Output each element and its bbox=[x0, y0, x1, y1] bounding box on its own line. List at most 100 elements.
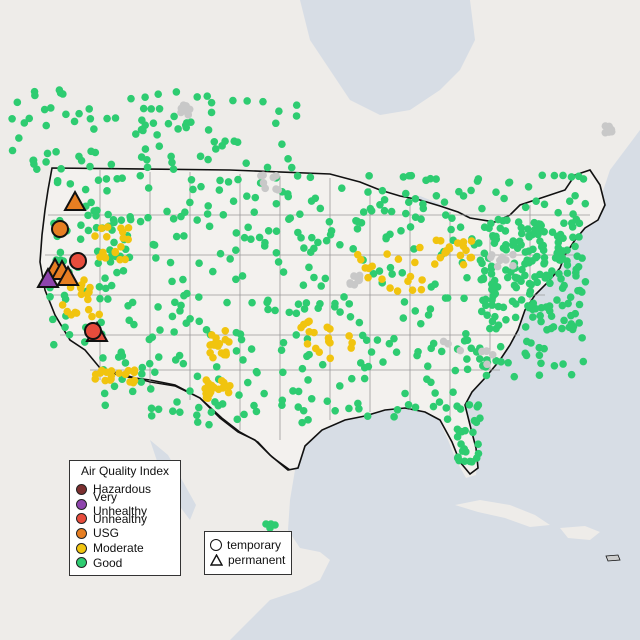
monitor-dot bbox=[399, 314, 408, 322]
legend-swatch-hazardous bbox=[76, 483, 87, 495]
monitor-dot bbox=[460, 337, 469, 345]
monitor-dot bbox=[510, 238, 518, 246]
monitor-dot bbox=[264, 305, 272, 314]
monitor-dot bbox=[106, 376, 114, 384]
monitor-dot bbox=[207, 408, 216, 417]
monitor-dot bbox=[404, 400, 413, 409]
monitor-dot bbox=[277, 346, 286, 355]
monitor-dot bbox=[99, 354, 107, 362]
monitor-dot bbox=[222, 348, 230, 356]
monitor-dot bbox=[336, 240, 344, 249]
monitor-dot bbox=[408, 286, 417, 294]
monitor-dot bbox=[337, 184, 346, 192]
monitor-dot bbox=[474, 449, 483, 458]
monitor-dot bbox=[567, 320, 576, 328]
monitor-dot bbox=[325, 217, 334, 226]
monitor-dot bbox=[204, 155, 212, 164]
monitor-dot bbox=[247, 345, 256, 353]
monitor-dot bbox=[232, 229, 241, 237]
monitor-dot bbox=[293, 172, 302, 180]
monitor-dot bbox=[104, 210, 112, 219]
monitor-dot bbox=[211, 145, 220, 153]
monitor-dot bbox=[172, 88, 181, 96]
monitor-dot bbox=[517, 223, 526, 232]
legend-label: permanent bbox=[228, 553, 286, 568]
monitor-dot bbox=[119, 267, 128, 275]
monitor-dot bbox=[429, 402, 438, 411]
monitor-dot bbox=[511, 300, 520, 308]
monitor-dot bbox=[497, 357, 505, 366]
monitor-dot bbox=[97, 318, 105, 327]
monitor-dot bbox=[549, 323, 558, 331]
monitor-dot bbox=[432, 192, 441, 200]
monitor-dot bbox=[307, 394, 316, 403]
monitor-dot bbox=[364, 362, 373, 371]
monitor-dot bbox=[110, 382, 119, 391]
monitor-dot bbox=[207, 98, 216, 107]
monitor-dot bbox=[75, 152, 83, 161]
monitor-dot bbox=[163, 207, 171, 216]
monitor-dot bbox=[406, 223, 415, 231]
monitor-dot bbox=[502, 315, 510, 324]
monitor-dot bbox=[538, 171, 547, 180]
monitor-dot bbox=[492, 324, 500, 333]
legend-swatch-very-unhealthy bbox=[76, 498, 87, 510]
monitor-dot bbox=[524, 302, 532, 310]
monitor-dot bbox=[307, 197, 316, 205]
monitor-dot bbox=[144, 213, 152, 222]
monitor-dot bbox=[117, 348, 126, 357]
monitor-dot bbox=[355, 276, 364, 284]
monitor-dot bbox=[166, 258, 175, 267]
monitor-dot bbox=[103, 223, 112, 231]
monitor-dot bbox=[487, 264, 496, 273]
monitor-dot bbox=[278, 401, 286, 409]
monitor-dot bbox=[566, 293, 575, 301]
monitor-dot bbox=[231, 246, 240, 254]
monitor-dot bbox=[296, 210, 304, 218]
monitor-dot bbox=[440, 198, 449, 206]
monitor-dot bbox=[111, 114, 120, 122]
monitor-dot bbox=[136, 171, 145, 180]
monitor-dot bbox=[95, 283, 104, 291]
monitor-markers bbox=[8, 86, 616, 532]
monitor-dot bbox=[210, 341, 218, 349]
monitor-dot bbox=[430, 260, 439, 268]
monitor-dot bbox=[457, 440, 465, 448]
monitor-dot bbox=[50, 340, 58, 349]
monitor-dot bbox=[88, 312, 96, 321]
monitor-dot bbox=[347, 374, 356, 383]
monitor-dot bbox=[443, 415, 452, 424]
monitor-dot bbox=[359, 208, 368, 216]
monitor-dot bbox=[298, 418, 306, 427]
monitor-dot bbox=[443, 294, 452, 302]
aqi-legend: Air Quality Index Hazardous Very Unhealt… bbox=[69, 460, 181, 576]
monitor-dot bbox=[48, 315, 57, 324]
monitor-dot bbox=[15, 134, 23, 142]
monitor-dot bbox=[477, 307, 486, 316]
monitor-dot bbox=[40, 105, 49, 114]
monitor-dot bbox=[243, 97, 251, 105]
monitor-dot bbox=[207, 381, 216, 390]
monitor-dot bbox=[465, 401, 474, 409]
monitor-dot bbox=[259, 97, 267, 106]
monitor-dot bbox=[111, 247, 120, 256]
monitor-dot bbox=[474, 401, 483, 409]
monitor-dot bbox=[138, 370, 146, 378]
monitor-dot bbox=[404, 277, 412, 286]
monitor-dot bbox=[492, 282, 500, 291]
monitor-dot bbox=[102, 368, 111, 376]
monitor-dot bbox=[386, 230, 394, 239]
monitor-dot bbox=[550, 171, 559, 180]
monitor-dot bbox=[179, 101, 188, 110]
monitor-dot bbox=[168, 277, 176, 286]
monitor-dot bbox=[331, 299, 339, 308]
legend-item-moderate: Moderate bbox=[76, 541, 174, 556]
monitor-dot bbox=[437, 347, 446, 356]
monitor-dot bbox=[424, 311, 433, 319]
monitor-dot bbox=[240, 233, 249, 242]
monitor-dot bbox=[117, 216, 126, 225]
monitor-dot bbox=[567, 219, 576, 227]
monitor-dot bbox=[272, 248, 281, 257]
monitor-dot bbox=[85, 105, 94, 113]
monitor-dot bbox=[480, 267, 489, 275]
